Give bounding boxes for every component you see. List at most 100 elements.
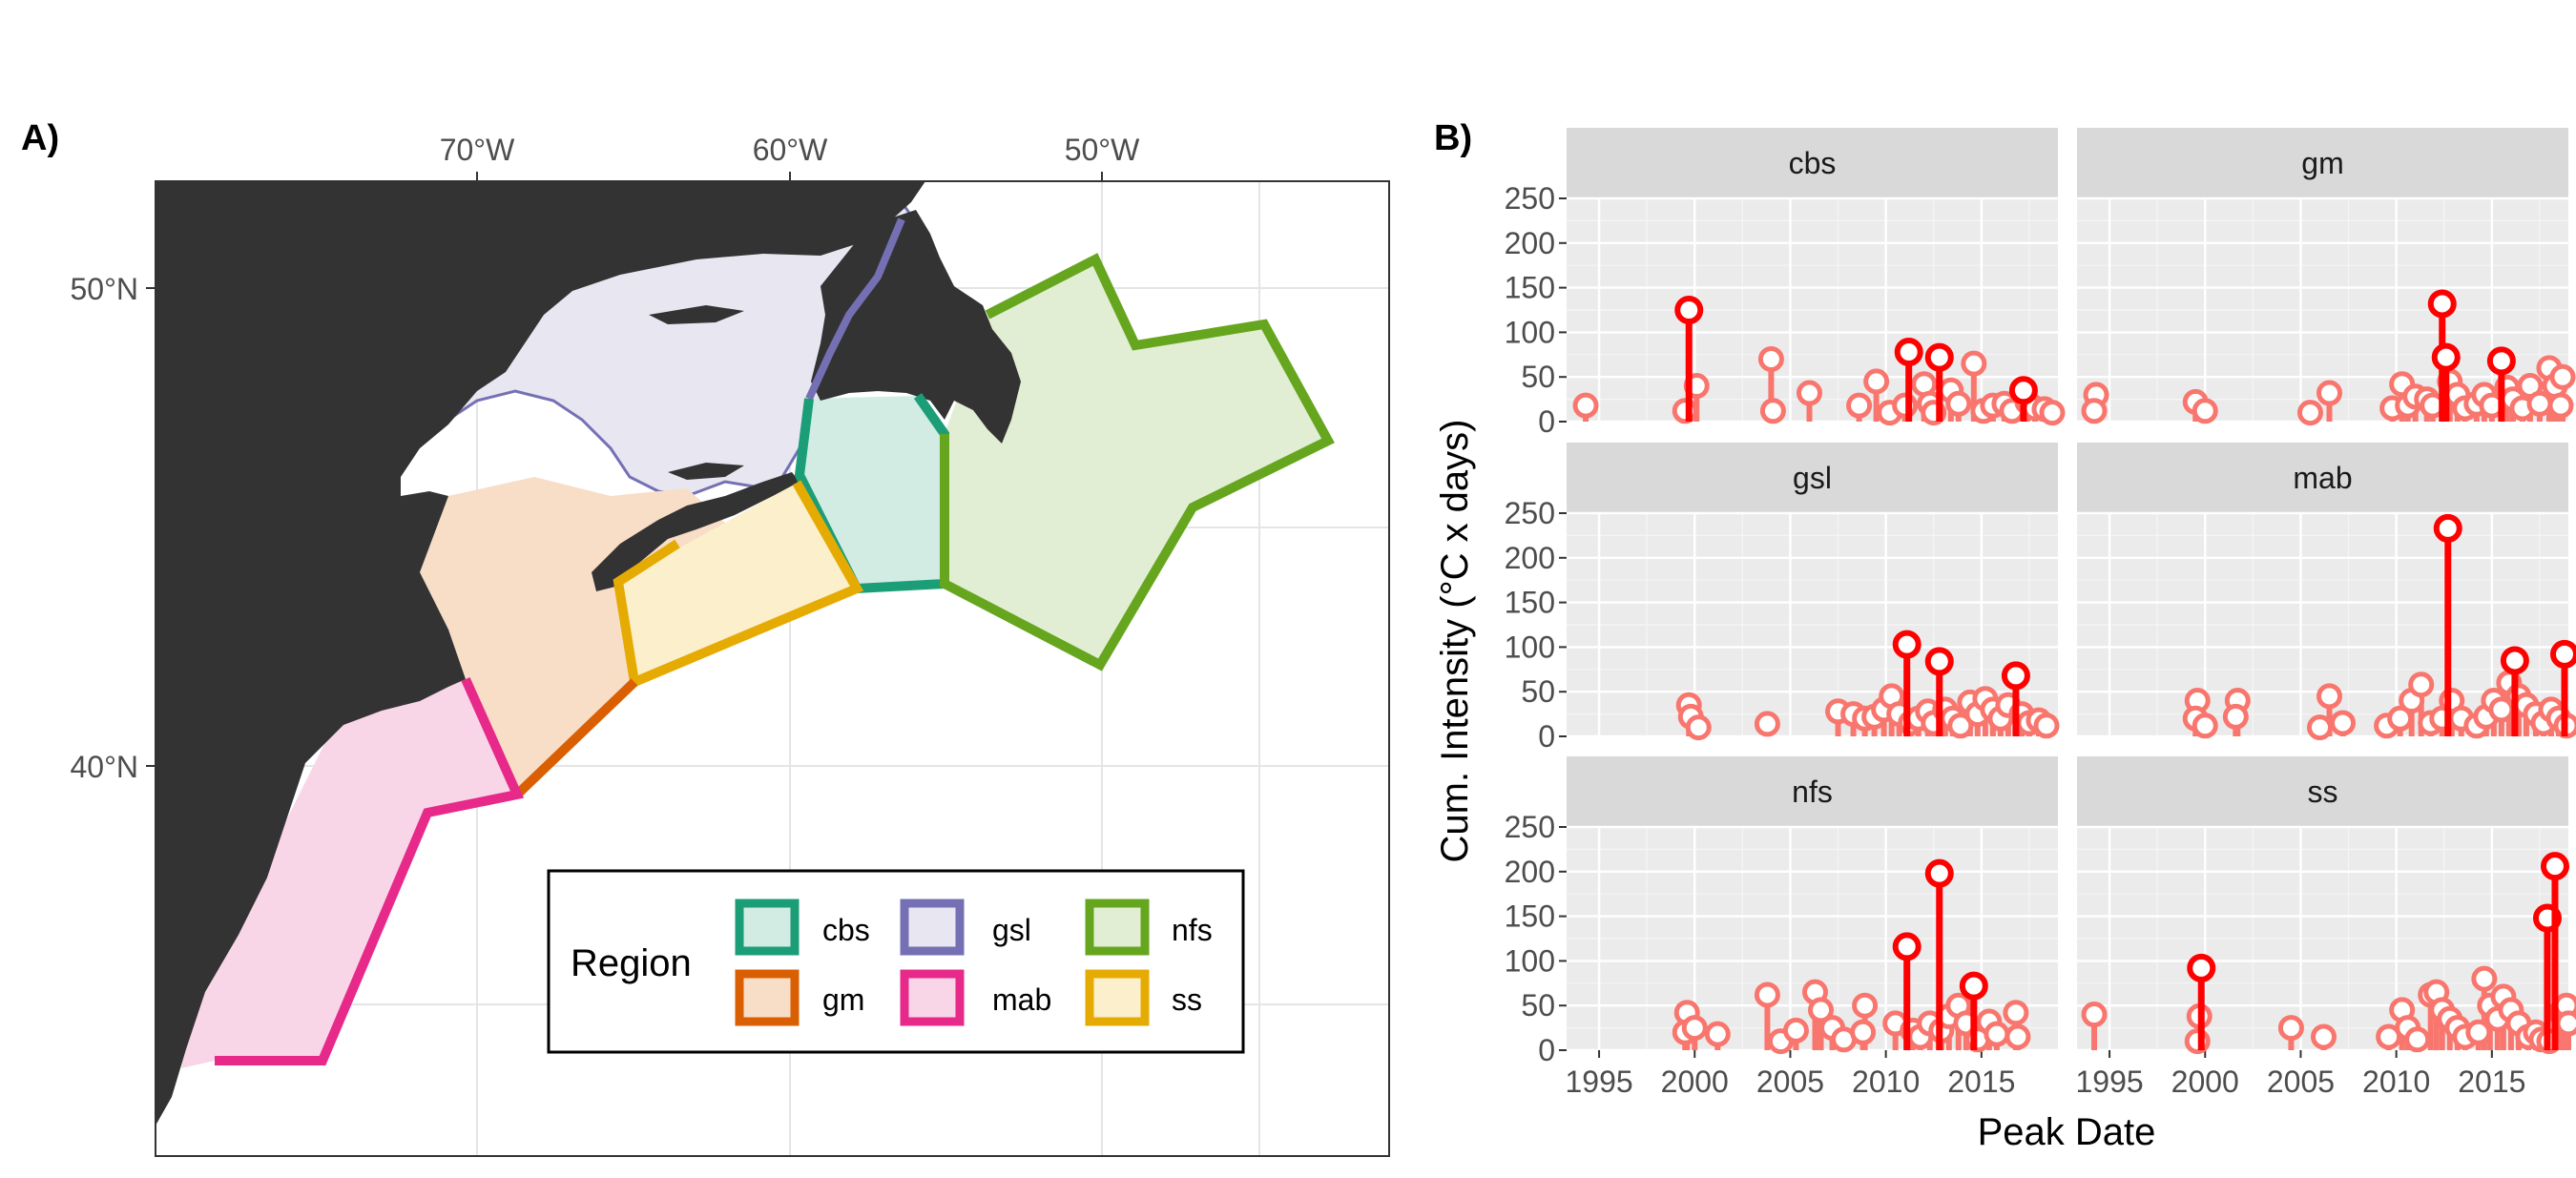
major-event-point bbox=[2500, 646, 2529, 675]
event-point bbox=[2547, 392, 2574, 419]
legend-label-mab: mab bbox=[992, 982, 1051, 1017]
mab-region-border bbox=[215, 676, 525, 1065]
facet-strip-cbs bbox=[1567, 128, 2058, 198]
facet-mab: mab bbox=[2077, 443, 2576, 741]
y-tick-label: 50 bbox=[1521, 360, 1555, 394]
facet-strip-mab bbox=[2077, 443, 2568, 513]
map-axis-ticks bbox=[146, 172, 1103, 767]
event-point bbox=[2408, 672, 2435, 698]
y-tick-label: 0 bbox=[1538, 404, 1555, 439]
major-event-point bbox=[2427, 289, 2457, 319]
event-point bbox=[1759, 398, 1786, 424]
major-event-point bbox=[2549, 639, 2576, 669]
event-point bbox=[1892, 392, 1919, 419]
event-point bbox=[2222, 703, 2249, 730]
legend-label-cbs: cbs bbox=[822, 913, 870, 947]
major-event-point bbox=[1924, 647, 1954, 676]
major-event-point bbox=[2433, 513, 2462, 543]
event-point bbox=[2192, 398, 2218, 424]
legend-label-gm: gm bbox=[822, 982, 864, 1017]
event-point bbox=[1984, 1021, 2010, 1047]
facet-ss: ss 1995 2000 2005 2010 2015 bbox=[2075, 756, 2576, 1099]
event-point bbox=[2471, 965, 2498, 992]
facet-strip-label-gm: gm bbox=[2301, 146, 2343, 180]
event-point bbox=[1757, 345, 1784, 372]
event-point bbox=[2465, 1019, 2492, 1045]
event-point bbox=[1754, 982, 1780, 1008]
y-tick-label: 150 bbox=[1505, 899, 1555, 934]
major-event-point bbox=[2431, 342, 2461, 372]
major-event-point bbox=[1959, 971, 1988, 1001]
event-point bbox=[1947, 713, 1974, 739]
event-point bbox=[1850, 1019, 1877, 1045]
major-event-point bbox=[1674, 296, 1704, 324]
event-point bbox=[2039, 400, 2066, 426]
event-point bbox=[2081, 398, 2108, 424]
y-tick-label: 150 bbox=[1505, 586, 1555, 620]
pei bbox=[668, 463, 744, 480]
event-point bbox=[2387, 705, 2414, 732]
panel-b-label: B) bbox=[1434, 118, 1472, 158]
lat-tick-40n: 40°N bbox=[71, 750, 139, 784]
event-point bbox=[1681, 1015, 1708, 1042]
event-point bbox=[2184, 1028, 2211, 1055]
legend-swatch-mab bbox=[900, 969, 965, 1026]
legend-swatch-nfs bbox=[1085, 899, 1150, 956]
lat-tick-50n: 50°N bbox=[71, 272, 139, 306]
event-point bbox=[1685, 714, 1712, 741]
facet-gm: gm bbox=[2077, 128, 2576, 426]
event-point bbox=[1796, 380, 1822, 406]
y-tick-label: 150 bbox=[1505, 271, 1555, 305]
nfs-region-fill bbox=[945, 259, 1328, 665]
event-point bbox=[2316, 380, 2343, 406]
panel-a-label: A) bbox=[21, 118, 59, 158]
major-event-point bbox=[2187, 953, 2216, 982]
nfs-region-border bbox=[940, 253, 1335, 672]
major-event-point bbox=[2540, 852, 2569, 881]
x-tick-label: 1995 bbox=[1565, 1064, 1632, 1099]
facet-strip-label-mab: mab bbox=[2293, 461, 2352, 495]
event-point bbox=[2526, 390, 2553, 417]
major-event-point bbox=[2001, 661, 2030, 691]
major-event-point bbox=[1892, 932, 1922, 961]
panel-a: A) bbox=[21, 118, 1390, 1157]
y-axis-title: Cum. Intensity (°C x days) bbox=[1434, 420, 1476, 863]
facet-strip-ss bbox=[2077, 756, 2568, 827]
event-point bbox=[2005, 1023, 2031, 1050]
event-point bbox=[1672, 398, 1698, 424]
legend-label-nfs: nfs bbox=[1172, 913, 1213, 947]
facet-strip-label-cbs: cbs bbox=[1789, 146, 1837, 180]
facet-strip-gsl bbox=[1567, 443, 2058, 513]
y-tick-label: 0 bbox=[1538, 719, 1555, 754]
major-event-point bbox=[2008, 376, 2038, 405]
region-legend: Region cbs gsl nfs gm mab ss bbox=[547, 869, 1245, 1054]
event-point bbox=[1863, 368, 1890, 395]
x-tick-label: 2000 bbox=[1661, 1064, 1729, 1099]
facet-strip-label-ss: ss bbox=[2308, 775, 2338, 809]
legend-swatch-gsl bbox=[900, 899, 965, 956]
major-event-point bbox=[2486, 346, 2516, 376]
y-tick-label: 250 bbox=[1505, 810, 1555, 844]
y-tick-label: 100 bbox=[1505, 943, 1555, 978]
legend-swatch-gm bbox=[735, 969, 800, 1026]
event-point bbox=[2330, 710, 2357, 736]
major-event-point bbox=[1892, 630, 1922, 659]
panel-b: B) Cum. Intensity (°C x days) Peak Date … bbox=[1434, 118, 2576, 1153]
x-tick-label: 2015 bbox=[1947, 1064, 2015, 1099]
lon-tick-50w: 50°W bbox=[1065, 133, 1140, 167]
event-point bbox=[1704, 1021, 1731, 1047]
legend-label-ss: ss bbox=[1172, 982, 1202, 1017]
y-tick-label: 50 bbox=[1521, 674, 1555, 709]
facet-cbs: cbs 0 50 100 150 200 250 bbox=[1505, 128, 2066, 439]
legend-label-gsl: gsl bbox=[992, 913, 1031, 947]
ss-region-fill bbox=[618, 483, 857, 682]
facet-grid: cbs 0 50 100 150 200 250 gm gsl 0 50 100 150 200 250 ma… bbox=[1505, 128, 2576, 1099]
event-point bbox=[1961, 350, 1987, 377]
event-point bbox=[2311, 1023, 2337, 1050]
major-event-point bbox=[1894, 337, 1923, 366]
lon-tick-70w: 70°W bbox=[440, 133, 515, 167]
event-point bbox=[2192, 713, 2218, 739]
event-point bbox=[1754, 711, 1780, 737]
y-tick-label: 100 bbox=[1505, 315, 1555, 349]
x-tick-label: 2015 bbox=[2458, 1064, 2525, 1099]
